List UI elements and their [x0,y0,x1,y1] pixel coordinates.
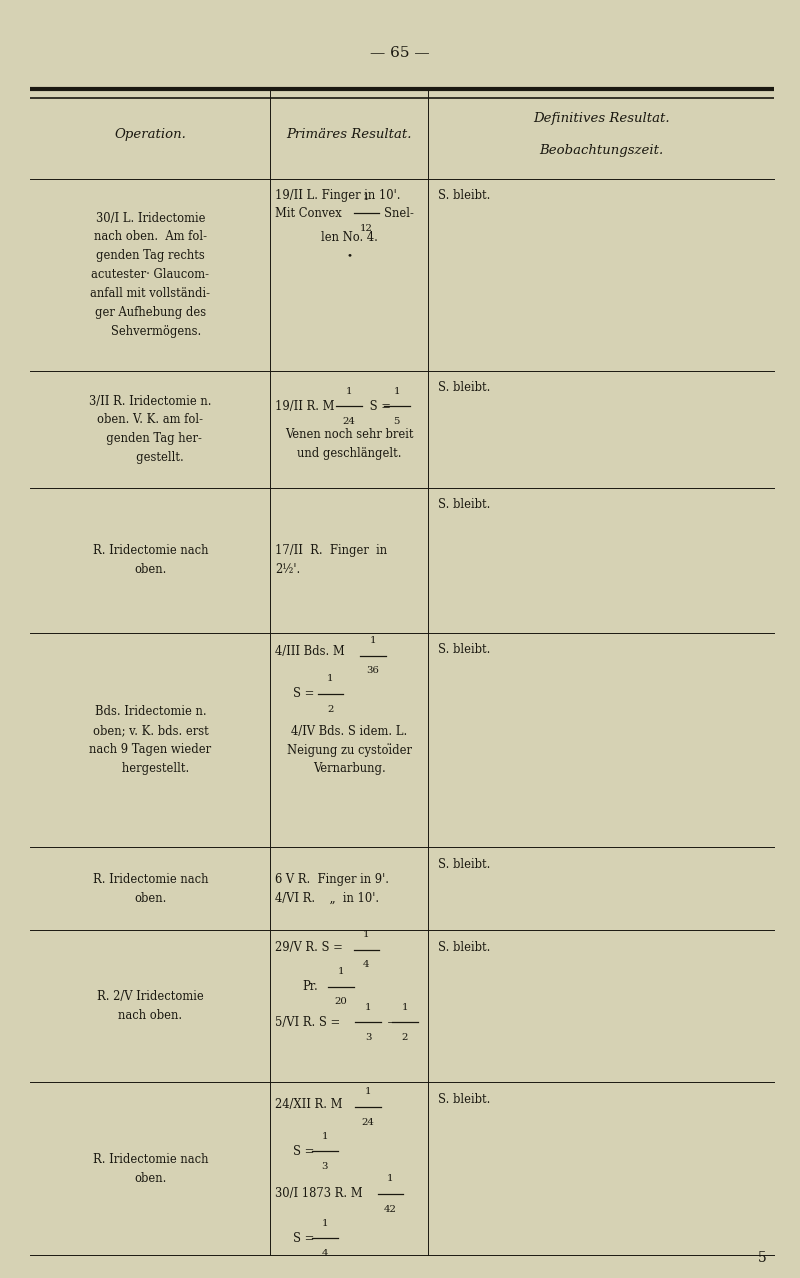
Text: 1: 1 [365,1002,371,1012]
Text: 1: 1 [365,1086,371,1097]
Text: nach oben.: nach oben. [118,1010,182,1022]
Text: 5/VI R. S =: 5/VI R. S = [275,1016,341,1029]
Text: 20: 20 [334,997,347,1007]
Text: acutester· Glaucom-: acutester· Glaucom- [91,268,210,281]
Text: S =: S = [366,400,391,413]
Text: genden Tag rechts: genden Tag rechts [96,249,205,262]
Text: 19/II R. M: 19/II R. M [275,400,334,413]
Text: len No. 4.: len No. 4. [321,231,378,244]
Text: — 65 —: — 65 — [370,46,430,60]
Text: 1: 1 [322,1218,328,1227]
Text: 1: 1 [394,386,400,396]
Text: 3: 3 [365,1033,371,1043]
Text: 1: 1 [363,193,370,202]
Text: genden Tag her-: genden Tag her- [99,432,202,445]
Text: oben. V. K. am fol-: oben. V. K. am fol- [98,414,203,427]
Text: nach 9 Tagen wieder: nach 9 Tagen wieder [90,743,211,755]
Text: Pr.: Pr. [302,980,318,993]
Text: 17/II  R.  Finger  in: 17/II R. Finger in [275,544,387,557]
Text: gestellt.: gestellt. [118,451,183,464]
Text: 24: 24 [362,1117,374,1127]
Text: 1: 1 [346,386,352,396]
Text: R. 2/V Iridectomie: R. 2/V Iridectomie [97,990,204,1003]
Text: Definitives Resultat.: Definitives Resultat. [533,112,670,125]
Text: 3: 3 [322,1163,328,1172]
Text: R. Iridectomie nach: R. Iridectomie nach [93,544,208,557]
Text: Bds. Iridectomie n.: Bds. Iridectomie n. [94,705,206,718]
Text: 5: 5 [758,1251,766,1265]
Text: S =: S = [293,1232,314,1245]
Text: anfall mit vollständi-: anfall mit vollständi- [90,288,210,300]
Text: Sehvermögens.: Sehvermögens. [100,325,201,337]
Text: Mit Convex: Mit Convex [275,207,342,220]
Text: 24/XII R. M: 24/XII R. M [275,1098,342,1111]
Text: oben.: oben. [134,1172,166,1185]
Text: 24: 24 [342,417,355,427]
Text: R. Iridectomie nach: R. Iridectomie nach [93,1153,208,1166]
Text: nach oben.  Am fol-: nach oben. Am fol- [94,230,207,243]
Text: S =: S = [293,688,314,700]
Text: S. bleibt.: S. bleibt. [438,381,490,394]
Text: 29/V R. S =: 29/V R. S = [275,941,343,953]
Text: ger Aufhebung des: ger Aufhebung des [95,307,206,320]
Text: und geschlängelt.: und geschlängelt. [297,447,402,460]
Text: 2: 2 [402,1033,408,1043]
Text: •: • [346,252,352,261]
Text: 4: 4 [322,1250,328,1259]
Text: 1: 1 [363,929,370,938]
Text: 42: 42 [384,1204,397,1214]
Text: 3/II R. Iridectomie n.: 3/II R. Iridectomie n. [89,395,212,408]
Text: 1: 1 [387,1173,394,1183]
Text: 1: 1 [338,966,344,976]
Text: Snel-: Snel- [384,207,414,220]
Text: 30/I 1873 R. M: 30/I 1873 R. M [275,1187,363,1200]
Text: 6 V R.  Finger in 9'.: 6 V R. Finger in 9'. [275,873,390,886]
Text: 30/I L. Iridectomie: 30/I L. Iridectomie [96,212,205,225]
Text: R. Iridectomie nach: R. Iridectomie nach [93,873,208,886]
Text: S =: S = [293,1145,314,1158]
Text: hergestellt.: hergestellt. [111,762,190,774]
Text: Primäres Resultat.: Primäres Resultat. [286,128,412,141]
Text: 36: 36 [366,667,379,676]
Text: 4/IV Bds. S idem. L.: 4/IV Bds. S idem. L. [291,725,407,737]
Text: S. bleibt.: S. bleibt. [438,189,490,202]
Text: 4/III Bds. M: 4/III Bds. M [275,645,345,658]
Text: Operation.: Operation. [114,128,186,141]
Text: Neigung zu cystoïder: Neigung zu cystoïder [286,744,412,758]
Text: S. bleibt.: S. bleibt. [438,643,490,656]
Text: —: — [384,1016,402,1029]
Text: S. bleibt.: S. bleibt. [438,1093,490,1105]
Text: 19/II L. Finger in 10'.: 19/II L. Finger in 10'. [275,189,401,202]
Text: S. bleibt.: S. bleibt. [438,498,490,511]
Text: 4: 4 [363,961,370,970]
Text: 1: 1 [370,635,376,644]
Text: 2: 2 [327,705,334,714]
Text: oben.: oben. [134,892,166,905]
Text: 1: 1 [322,1131,328,1140]
Text: 12: 12 [360,224,373,233]
Text: S. bleibt.: S. bleibt. [438,941,490,953]
Text: 2½'.: 2½'. [275,564,301,576]
Text: Venen noch sehr breit: Venen noch sehr breit [285,428,414,441]
Text: S. bleibt.: S. bleibt. [438,858,490,870]
Text: Vernarbung.: Vernarbung. [313,763,386,776]
Text: 4/VI R.    „  in 10'.: 4/VI R. „ in 10'. [275,892,379,905]
Text: oben.: oben. [134,564,166,576]
Text: 1: 1 [327,674,334,682]
Text: 1: 1 [402,1002,408,1012]
Text: 5: 5 [394,417,400,427]
Text: oben; v. K. bds. erst: oben; v. K. bds. erst [93,725,208,737]
Text: Beobachtungszeit.: Beobachtungszeit. [539,144,663,157]
